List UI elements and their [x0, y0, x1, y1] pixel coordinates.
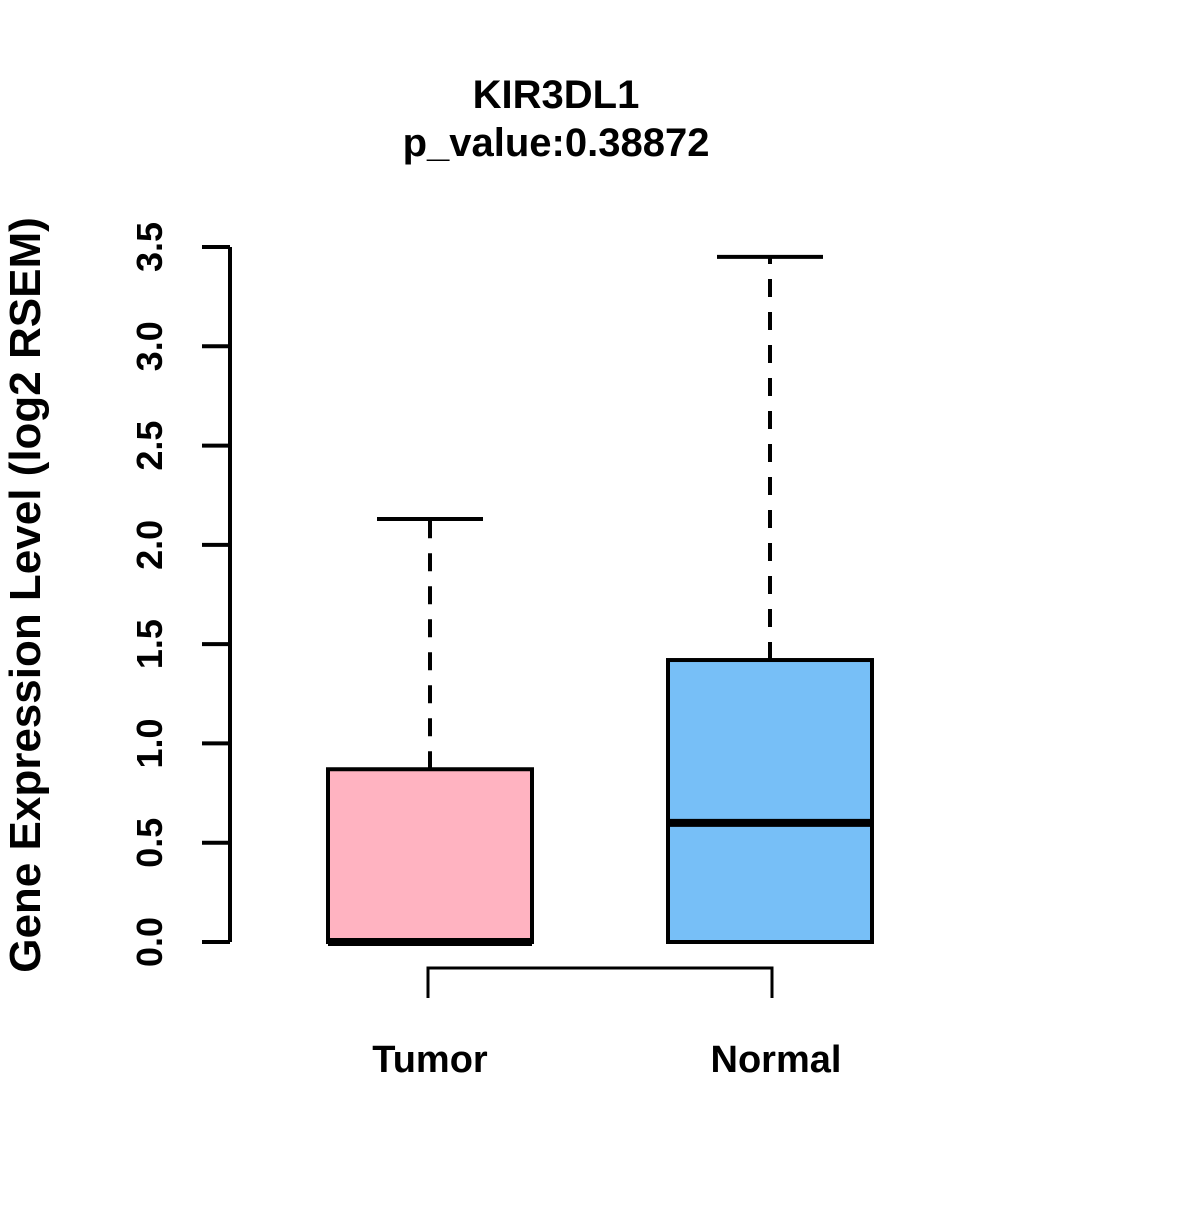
x-category-label-normal: Normal: [711, 1039, 842, 1081]
box-group-normal: [666, 254, 874, 944]
y-axis-tick-label: 3.5: [129, 222, 170, 272]
box-group-tumor: [326, 517, 534, 946]
x-category-labels: Tumor Normal: [372, 1039, 841, 1081]
y-axis-tick-label: 1.5: [129, 619, 170, 669]
chart-subtitle: p_value:0.38872: [403, 121, 710, 165]
y-axis-label: Gene Expression Level (log2 RSEM): [1, 217, 50, 973]
y-axis: 0.0 0.5 1.0 1.5 2.0 2.5 3.0 3.5: [129, 222, 232, 967]
y-axis-tick-label: 2.5: [129, 421, 170, 471]
y-axis-tick-label: 2.0: [129, 520, 170, 570]
boxplot-groups: [326, 254, 874, 946]
x-category-label-tumor: Tumor: [372, 1039, 488, 1081]
iqr-box: [326, 767, 534, 944]
y-axis-tick-label: 1.0: [129, 718, 170, 768]
y-axis-tick-label: 0.5: [129, 818, 170, 868]
comparison-bracket-line: [426, 966, 774, 998]
y-axis-tick-label: 0.0: [129, 917, 170, 967]
y-axis-tick-label: 3.0: [129, 321, 170, 371]
comparison-bracket: [426, 966, 774, 998]
chart-title: KIR3DL1: [473, 73, 640, 117]
iqr-box: [666, 658, 874, 944]
